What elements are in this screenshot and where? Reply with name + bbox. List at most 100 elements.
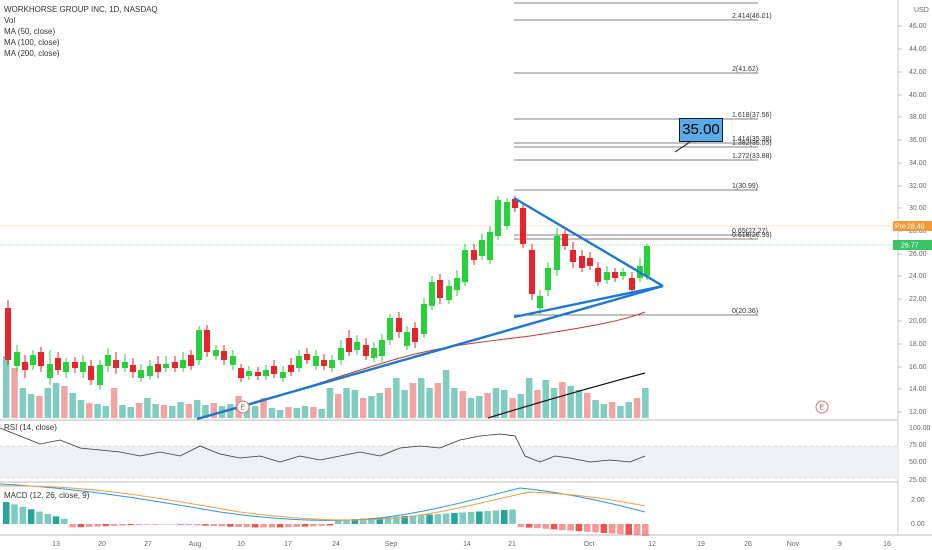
symbol-title[interactable]: WORKHORSE GROUP INC, 1D, NASDAQ bbox=[4, 5, 158, 14]
rsi-indicator-label[interactable]: RSI (14, close) bbox=[4, 423, 57, 432]
volume-bar bbox=[44, 388, 51, 418]
volume-bar bbox=[600, 404, 608, 418]
volume-bar bbox=[509, 398, 516, 418]
lower-trendline bbox=[513, 284, 664, 319]
candle-body bbox=[371, 348, 377, 358]
volume-bar bbox=[335, 394, 342, 418]
candle-body bbox=[346, 338, 352, 352]
volume-indicator-label[interactable]: Vol bbox=[4, 16, 16, 25]
date-tick-label: 26 bbox=[744, 541, 752, 548]
candle-body bbox=[396, 318, 402, 332]
price-tick-label: 42.00 bbox=[909, 69, 927, 76]
macd-histogram-bar bbox=[326, 524, 334, 526]
volume-bar bbox=[409, 383, 417, 418]
candle-body bbox=[620, 272, 626, 276]
macd-histogram-bar bbox=[617, 524, 624, 535]
macd-histogram-bar bbox=[476, 511, 483, 524]
earnings-marker bbox=[815, 400, 829, 414]
candle-body bbox=[63, 362, 69, 372]
macd-indicator-label[interactable]: MACD (12, 26, close, 9) bbox=[4, 491, 90, 500]
time-axis[interactable]: 13 20 27 Aug 10 17 24 Sep 14 21 Oct 12 19 26 Nov 9 16 bbox=[52, 541, 891, 548]
macd-histogram-bar bbox=[177, 524, 184, 525]
rsi-line bbox=[0, 427, 646, 463]
candle-body bbox=[554, 236, 560, 270]
candlesticks[interactable] bbox=[5, 196, 650, 390]
candle-body bbox=[487, 232, 493, 260]
volume-bar bbox=[252, 406, 259, 418]
volume-bar bbox=[61, 386, 68, 418]
candle-body bbox=[454, 278, 460, 290]
candle-body bbox=[213, 350, 219, 356]
price-tick-label: 26.00 bbox=[909, 251, 927, 258]
volume-bar bbox=[27, 394, 35, 418]
date-tick-label: 14 bbox=[463, 541, 471, 548]
price-tick-label: 32.00 bbox=[909, 183, 927, 190]
macd-histogram-bar bbox=[243, 524, 251, 528]
volume-bar bbox=[119, 405, 126, 418]
candle-body bbox=[263, 370, 269, 376]
date-tick-label: 19 bbox=[697, 541, 705, 548]
support-trendline bbox=[196, 284, 664, 421]
rsi-tick-label: 75.00 bbox=[909, 442, 927, 449]
macd-histogram-bar bbox=[418, 515, 425, 524]
macd-histogram-bar bbox=[69, 524, 76, 528]
macd-histogram-bar bbox=[310, 524, 317, 527]
macd-histogram-bar bbox=[86, 524, 93, 527]
candle-body bbox=[404, 332, 410, 346]
macd-histogram-bar bbox=[401, 516, 408, 524]
resistance-trendline bbox=[513, 196, 664, 288]
candle-body bbox=[163, 364, 169, 368]
volume-bar bbox=[351, 390, 359, 418]
rsi-tick-label: 50.00 bbox=[909, 459, 927, 466]
volume-bar bbox=[202, 405, 209, 418]
volume-bar bbox=[276, 410, 284, 418]
candle-body bbox=[271, 366, 277, 374]
volume-bar bbox=[185, 404, 193, 418]
ma50-indicator-label[interactable]: MA (50, close) bbox=[4, 27, 56, 36]
candle-body bbox=[512, 199, 518, 208]
macd-histogram-bar bbox=[102, 524, 110, 527]
volume-bar bbox=[359, 398, 367, 418]
ma200-indicator-label[interactable]: MA (200, close) bbox=[4, 49, 60, 58]
volume-bar bbox=[301, 406, 309, 418]
premarket-price-tag-label: Pre bbox=[895, 224, 906, 231]
candle-body bbox=[644, 246, 650, 276]
volume-bar bbox=[144, 398, 151, 418]
candle-body bbox=[55, 358, 61, 370]
macd-histogram-bar bbox=[484, 511, 491, 524]
volume-bar bbox=[559, 382, 566, 418]
candle-body bbox=[88, 366, 94, 380]
macd-histogram-bar bbox=[525, 524, 533, 528]
macd-histogram-bar bbox=[260, 524, 267, 528]
macd-histogram-bar bbox=[152, 524, 159, 525]
price-target-callout[interactable]: 35.00 bbox=[679, 118, 723, 142]
triangle-trendlines[interactable] bbox=[196, 196, 664, 421]
macd-histogram-bar bbox=[252, 524, 259, 528]
candle-body bbox=[22, 362, 28, 370]
macd-histogram-bar bbox=[210, 524, 217, 526]
ma100-indicator-label[interactable]: MA (100, close) bbox=[4, 38, 60, 47]
macd-histogram-bar bbox=[492, 510, 500, 524]
macd-histogram-bar bbox=[376, 517, 383, 524]
fib-level-label: 1.272(33.88) bbox=[732, 153, 772, 160]
candle-body bbox=[122, 362, 128, 368]
candle-body bbox=[80, 362, 86, 372]
volume-bars bbox=[3, 356, 649, 418]
price-tick-label: 34.00 bbox=[909, 160, 927, 167]
date-tick-label: Oct bbox=[584, 541, 595, 548]
macd-histogram-bar bbox=[268, 524, 276, 528]
candle-body bbox=[462, 250, 468, 282]
macd-histogram-bar bbox=[160, 524, 168, 525]
macd-histogram-bar bbox=[11, 504, 18, 524]
macd-histogram-bar bbox=[285, 524, 292, 528]
premarket-price-tag-value: 28.40 bbox=[907, 224, 925, 231]
macd-histogram-bar bbox=[185, 524, 193, 525]
candle-body bbox=[537, 296, 543, 308]
candle-body bbox=[47, 364, 53, 378]
price-tick-label: 28.00 bbox=[909, 228, 927, 235]
macd-histogram-bar bbox=[368, 518, 375, 524]
date-tick-label: Aug bbox=[189, 541, 202, 548]
rsi-pane: 100.00 75.00 50.00 25.00 bbox=[0, 425, 931, 484]
price-axis[interactable]: 46.00 44.00 42.00 40.00 38.00 36.00 34.00 32.00… bbox=[893, 7, 932, 416]
